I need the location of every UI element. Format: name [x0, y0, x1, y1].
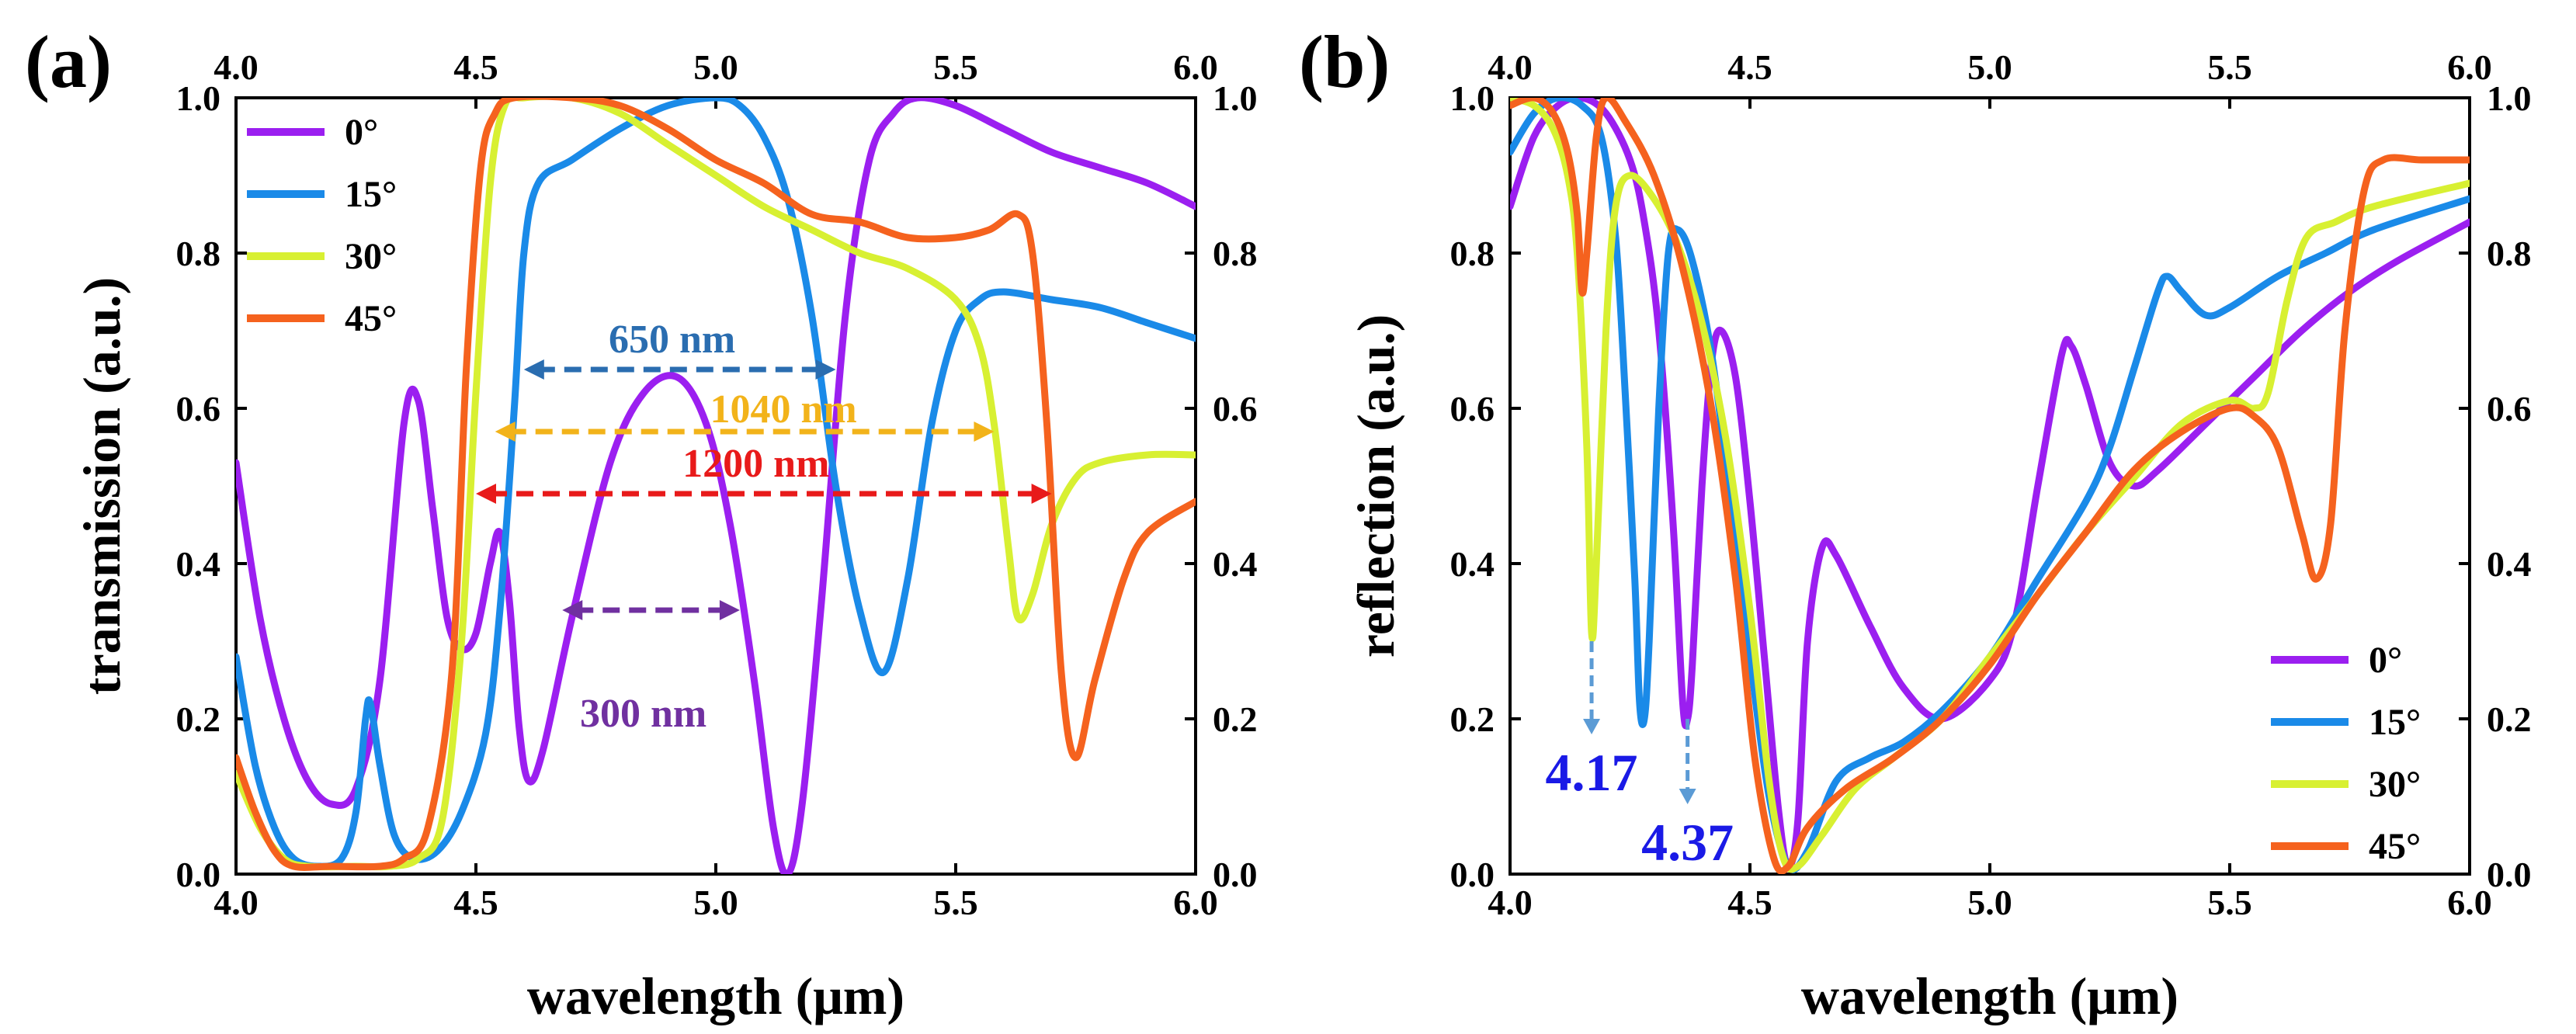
y-tick-label-right: 0.4 — [2487, 544, 2532, 584]
y-tick-label-right: 1.0 — [1213, 78, 1258, 118]
x-tick-label-bottom: 4.0 — [1488, 883, 1533, 922]
y-tick-label-right: 0.0 — [2487, 855, 2532, 894]
dimension-arrow-head-right — [719, 600, 740, 620]
y-tick-label-left: 0.2 — [1450, 699, 1495, 739]
x-tick-label-bottom: 5.0 — [693, 883, 738, 922]
y-tick-label-right: 0.6 — [1213, 389, 1258, 429]
series-line-45-deg — [236, 98, 1196, 871]
legend-label: 15° — [345, 174, 397, 215]
y-tick-label-left: 1.0 — [1450, 78, 1495, 118]
x-tick-label-top: 4.5 — [453, 47, 498, 87]
y-axis-title: transmission (a.u.) — [72, 277, 131, 695]
series-line-30-deg — [1510, 98, 2470, 873]
legend-label: 30° — [2369, 764, 2421, 805]
y-tick-label-right: 0.6 — [2487, 389, 2532, 429]
x-tick-label-top: 4.5 — [1727, 47, 1772, 87]
dimension-label: 1200 nm — [682, 442, 829, 486]
x-tick-label-top: 5.0 — [693, 47, 738, 87]
series-group — [236, 98, 1196, 874]
x-tick-label-top: 4.0 — [214, 47, 259, 87]
x-tick-label-bottom: 5.5 — [2207, 883, 2252, 922]
x-tick-label-bottom: 5.5 — [933, 883, 978, 922]
panel-label: (b) — [1299, 20, 1390, 103]
dimension-arrow-head-left — [495, 422, 516, 442]
y-tick-label-left: 0.0 — [176, 855, 221, 894]
dimension-arrow-head-left — [562, 600, 583, 620]
panel-a-transmission: 4.04.04.54.55.05.05.55.56.06.00.0 0.00.2 0… — [25, 20, 1258, 1025]
dimension-label: 1040 nm — [710, 387, 856, 432]
dimension-arrow-head-right — [1031, 484, 1052, 504]
y-tick-label-left: 1.0 — [176, 78, 221, 118]
legend-label: 0° — [345, 112, 378, 153]
y-axis-title: reflection (a.u.) — [1346, 314, 1405, 658]
series-line-0-deg — [236, 98, 1196, 874]
y-tick-label-left: 0.4 — [176, 544, 221, 584]
x-axis-title: wavelength (μm) — [527, 966, 904, 1025]
dimension-arrow-head-right — [815, 359, 836, 380]
y-tick-label-right: 1.0 — [2487, 78, 2532, 118]
peak-wavelength-label: 4.37 — [1641, 813, 1734, 872]
series-line-15-deg — [236, 98, 1196, 870]
legend-label: 0° — [2369, 640, 2402, 681]
x-axis-title: wavelength (μm) — [1801, 966, 2178, 1025]
y-tick-label-left: 0.8 — [1450, 234, 1495, 273]
x-tick-label-bottom: 4.5 — [453, 883, 498, 922]
legend-label: 15° — [2369, 702, 2421, 743]
x-tick-label-top: 5.5 — [2207, 47, 2252, 87]
legend: 0° 15° 30° 45° — [2271, 640, 2421, 867]
y-tick-label-left: 0.2 — [176, 699, 221, 739]
x-tick-label-top: 6.0 — [1173, 47, 1218, 87]
x-tick-label-bottom: 6.0 — [2447, 883, 2492, 922]
legend: 0° 15° 30° 45° — [247, 112, 397, 339]
x-tick-label-bottom: 5.0 — [1967, 883, 2012, 922]
legend-label: 30° — [345, 236, 397, 277]
x-tick-label-top: 6.0 — [2447, 47, 2492, 87]
dimension-arrow-head-left — [523, 359, 544, 380]
panel-b-reflection: 4.04.04.54.55.05.05.55.56.06.00.0 0.00.2 0… — [1299, 20, 2532, 1025]
y-tick-label-right: 0.0 — [1213, 855, 1258, 894]
y-tick-label-left: 0.6 — [1450, 389, 1495, 429]
series-line-15-deg — [1510, 98, 2470, 873]
y-tick-label-left: 0.8 — [176, 234, 221, 273]
y-tick-label-right: 0.2 — [2487, 699, 2532, 739]
x-tick-label-top: 5.5 — [933, 47, 978, 87]
y-tick-label-left: 0.0 — [1450, 855, 1495, 894]
y-tick-label-left: 0.6 — [176, 389, 221, 429]
y-tick-label-left: 0.4 — [1450, 544, 1495, 584]
dimension-label: 300 nm — [580, 692, 706, 736]
dimension-label: 650 nm — [609, 317, 735, 362]
y-tick-label-right: 0.4 — [1213, 544, 1258, 584]
y-tick-label-right: 0.8 — [2487, 234, 2532, 273]
series-group — [1510, 98, 2470, 874]
x-tick-label-bottom: 4.5 — [1727, 883, 1772, 922]
y-tick-label-right: 0.8 — [1213, 234, 1258, 273]
dimension-arrow-head-right — [974, 422, 995, 442]
x-tick-label-top: 4.0 — [1488, 47, 1533, 87]
peak-marker-arrow-head — [1679, 789, 1696, 804]
x-tick-label-bottom: 6.0 — [1173, 883, 1218, 922]
legend-label: 45° — [345, 298, 397, 339]
x-tick-label-top: 5.0 — [1967, 47, 2012, 87]
peak-marker-arrow-head — [1583, 719, 1601, 734]
legend-label: 45° — [2369, 826, 2421, 867]
series-line-45-deg — [1510, 98, 2470, 874]
dimension-arrow-head-left — [476, 484, 496, 504]
panel-label: (a) — [25, 20, 112, 103]
series-line-30-deg — [236, 98, 1196, 871]
series-line-0-deg — [1510, 98, 2470, 870]
y-tick-label-right: 0.2 — [1213, 699, 1258, 739]
peak-wavelength-label: 4.17 — [1546, 743, 1638, 802]
x-tick-label-bottom: 4.0 — [214, 883, 259, 922]
